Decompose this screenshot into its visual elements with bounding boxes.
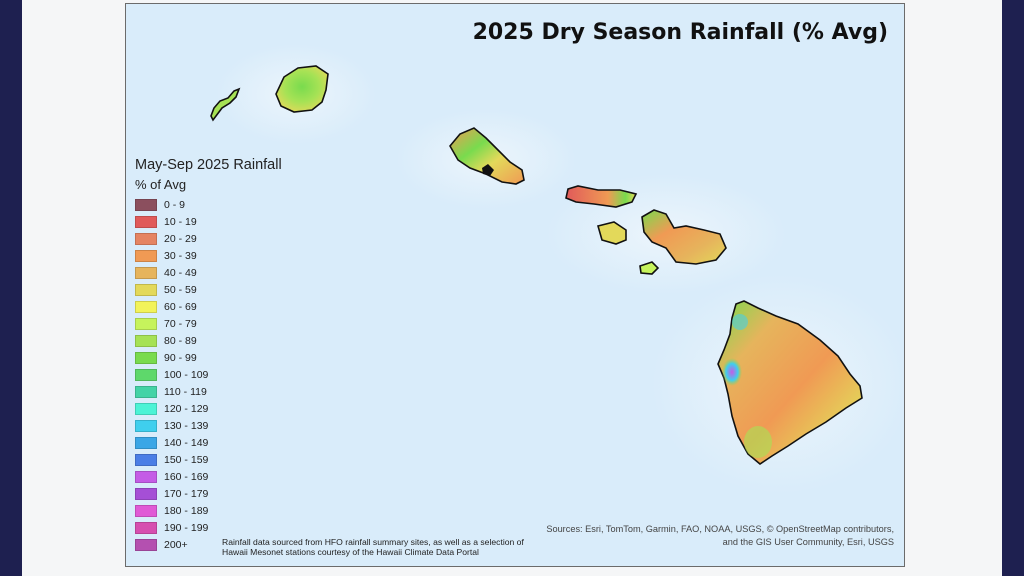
- legend-item: 0 - 9: [135, 196, 282, 213]
- legend-item: 80 - 89: [135, 332, 282, 349]
- hawaii-big-island[interactable]: [717, 300, 863, 465]
- legend-swatch: [135, 368, 157, 381]
- legend-label: 90 - 99: [164, 351, 197, 364]
- legend-label: 160 - 169: [164, 470, 209, 483]
- hawaii-map[interactable]: [126, 4, 904, 566]
- slide-background: 2025 Dry Season Rainfall (% Avg) May-Sep…: [22, 0, 1002, 576]
- legend-label: 40 - 49: [164, 266, 197, 279]
- legend-label: 110 - 119: [164, 385, 207, 398]
- lanai-island[interactable]: [597, 221, 627, 245]
- legend-swatch: [135, 215, 157, 228]
- kohala-wet-zone: [732, 314, 748, 330]
- legend-swatch: [135, 283, 157, 296]
- legend-swatch: [135, 317, 157, 330]
- kona-wet-zone: [722, 358, 742, 386]
- legend-item: 10 - 19: [135, 213, 282, 230]
- legend: May-Sep 2025 Rainfall % of Avg 0 - 9 10 -…: [135, 157, 282, 553]
- legend-item: 40 - 49: [135, 264, 282, 281]
- legend-item: 70 - 79: [135, 315, 282, 332]
- legend-label: 180 - 189: [164, 504, 209, 517]
- legend-item: 150 - 159: [135, 451, 282, 468]
- legend-swatch: [135, 385, 157, 398]
- legend-label: 170 - 179: [164, 487, 209, 500]
- legend-items: 0 - 9 10 - 19 20 - 29 30 - 39 40 - 49 50 - 59…: [135, 196, 282, 553]
- legend-swatch: [135, 487, 157, 500]
- legend-item: 140 - 149: [135, 434, 282, 451]
- legend-label: 70 - 79: [164, 317, 197, 330]
- legend-item: 160 - 169: [135, 468, 282, 485]
- legend-label: 10 - 19: [164, 215, 197, 228]
- legend-swatch: [135, 402, 157, 415]
- legend-label: 0 - 9: [164, 198, 186, 211]
- legend-title: May-Sep 2025 Rainfall: [135, 157, 282, 173]
- legend-swatch: [135, 266, 157, 279]
- legend-label: 140 - 149: [164, 436, 209, 449]
- legend-item: 120 - 129: [135, 400, 282, 417]
- legend-label: 50 - 59: [164, 283, 197, 296]
- legend-label: 120 - 129: [164, 402, 209, 415]
- legend-swatch: [135, 351, 157, 364]
- kauai-island[interactable]: [275, 65, 329, 113]
- legend-label: 150 - 159: [164, 453, 209, 466]
- sources-line-1: Sources: Esri, TomTom, Garmin, FAO, NOAA…: [546, 524, 894, 534]
- south-green-zone: [744, 426, 772, 458]
- legend-swatch: [135, 521, 157, 534]
- legend-item: 200+: [135, 536, 282, 553]
- legend-label: 60 - 69: [164, 300, 197, 313]
- map-sources: Sources: Esri, TomTom, Garmin, FAO, NOAA…: [514, 523, 894, 549]
- oahu-island[interactable]: [449, 127, 525, 185]
- legend-label: 190 - 199: [164, 521, 209, 534]
- legend-item: 60 - 69: [135, 298, 282, 315]
- niihau-island[interactable]: [210, 87, 241, 122]
- legend-subtitle: % of Avg: [135, 177, 187, 192]
- legend-label: 200+: [164, 538, 188, 551]
- data-source-note: Rainfall data sourced from HFO rainfall …: [222, 537, 524, 557]
- legend-label: 130 - 139: [164, 419, 209, 432]
- kahoolawe-island[interactable]: [639, 261, 660, 275]
- legend-item: 30 - 39: [135, 247, 282, 264]
- maui-island[interactable]: [641, 209, 727, 265]
- legend-label: 30 - 39: [164, 249, 197, 262]
- legend-label: 80 - 89: [164, 334, 197, 347]
- legend-swatch: [135, 300, 157, 313]
- legend-item: 20 - 29: [135, 230, 282, 247]
- sources-line-2: and the GIS User Community, Esri, USGS: [722, 537, 894, 547]
- pearl-harbor: [482, 164, 494, 176]
- legend-item: 130 - 139: [135, 417, 282, 434]
- legend-item: 180 - 189: [135, 502, 282, 519]
- legend-item: 190 - 199: [135, 519, 282, 536]
- legend-swatch: [135, 538, 157, 551]
- legend-swatch: [135, 419, 157, 432]
- legend-swatch: [135, 334, 157, 347]
- legend-swatch: [135, 453, 157, 466]
- legend-item: 50 - 59: [135, 281, 282, 298]
- legend-label: 100 - 109: [164, 368, 209, 381]
- legend-swatch: [135, 470, 157, 483]
- legend-swatch: [135, 249, 157, 262]
- map-frame[interactable]: 2025 Dry Season Rainfall (% Avg) May-Sep…: [125, 3, 905, 567]
- legend-item: 110 - 119: [135, 383, 282, 400]
- legend-swatch: [135, 232, 157, 245]
- legend-swatch: [135, 436, 157, 449]
- legend-label: 20 - 29: [164, 232, 197, 245]
- legend-item: 90 - 99: [135, 349, 282, 366]
- map-title: 2025 Dry Season Rainfall (% Avg): [472, 20, 888, 45]
- molokai-island[interactable]: [565, 185, 638, 208]
- legend-swatch: [135, 198, 157, 211]
- legend-item: 170 - 179: [135, 485, 282, 502]
- legend-swatch: [135, 504, 157, 517]
- legend-item: 100 - 109: [135, 366, 282, 383]
